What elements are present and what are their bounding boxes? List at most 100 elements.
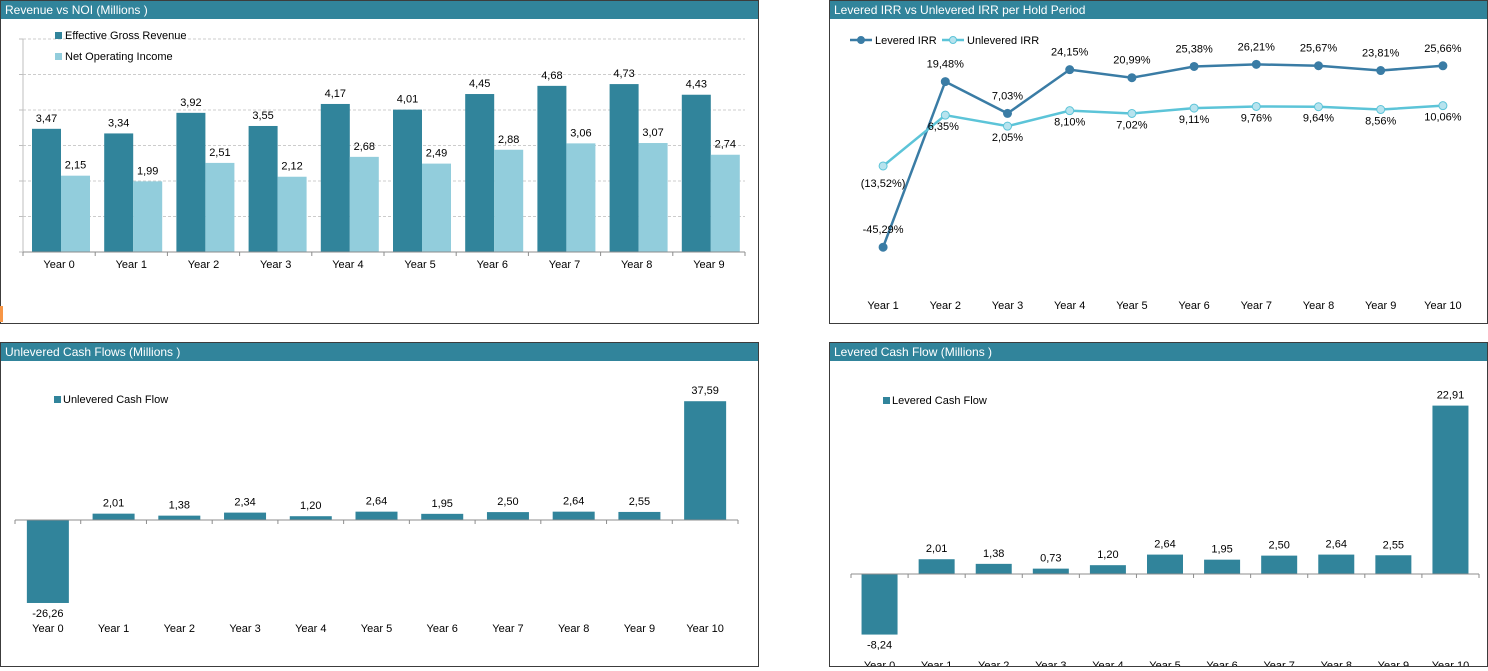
legend-label: Net Operating Income [65,51,173,63]
bar-levered-cash-flow-year-3 [1032,568,1069,574]
bar-net-operating-income-year-7 [566,143,596,252]
data-label: 9,64% [1303,113,1334,125]
data-label: 1,38 [983,548,1004,560]
data-label: 4,73 [613,68,634,80]
legend-swatch [54,396,61,403]
data-label: 2,74 [715,139,736,151]
bar-levered-cash-flow-year-5 [1147,554,1183,574]
data-label: 26,21% [1238,41,1276,53]
data-label: 0,73 [1040,553,1061,565]
data-label: 1,38 [169,500,190,512]
data-label: 3,06 [570,127,591,139]
data-label: 1,95 [432,498,453,510]
x-tick-label: Year 7 [492,623,523,635]
data-label: 2,05% [992,132,1023,144]
x-tick-label: Year 3 [992,300,1023,312]
irr-panel[interactable]: Levered IRR vs Unlevered IRR per Hold Pe… [829,0,1488,324]
data-label: -26,26 [32,608,63,620]
data-label: -45,29% [863,224,904,236]
line-levered-irr [881,63,1443,248]
levered-cash-flow-panel[interactable]: Levered Cash Flow (Millions ) -8,24 2,01 1… [829,342,1488,667]
bar-unlevered-cash-flow-year-3 [224,512,267,520]
legend-swatch [55,32,62,39]
bar-levered-cash-flow-year-8 [1318,554,1355,574]
bar-net-operating-income-year-4 [349,156,379,252]
data-label: 9,11% [1179,114,1210,126]
data-label: 2,51 [209,147,230,159]
data-label: 20,99% [1113,55,1151,67]
bar-effective-gross-revenue-year-1 [104,133,134,252]
data-label: 2,01 [103,498,124,510]
x-tick-label: Year 10 [1424,300,1462,312]
marker-unlevered-irr-year-7 [1251,101,1261,111]
levered-cash-flow-title: Levered Cash Flow (Millions ) [830,343,1487,361]
x-tick-label: Year 5 [361,623,392,635]
x-tick-label: Year 1 [116,259,147,271]
bar-effective-gross-revenue-year-2 [176,112,206,252]
x-tick-label: Year 7 [1263,660,1294,666]
data-label: 3,47 [36,113,57,125]
marker-levered-irr-year-6 [1189,61,1199,71]
x-tick-label: Year 1 [921,660,952,666]
data-label: 7,03% [992,90,1023,102]
bar-unlevered-cash-flow-year-1 [92,513,135,520]
data-label: 23,81% [1362,48,1400,60]
bar-levered-cash-flow-year-7 [1261,555,1298,574]
marker-unlevered-irr-year-10 [1438,101,1448,111]
bar-effective-gross-revenue-year-7 [537,85,567,252]
x-tick-label: Year 7 [1241,300,1272,312]
x-tick-label: Year 3 [229,623,260,635]
legend-swatch [55,53,62,60]
data-label: 2,49 [426,148,447,160]
x-tick-label: Year 6 [1206,660,1237,666]
x-tick-label: Year 2 [188,259,219,271]
data-label: 2,68 [354,141,375,153]
revenue-vs-noi-title: Revenue vs NOI (Millions ) [1,1,758,19]
bar-levered-cash-flow-year-9 [1375,555,1412,574]
revenue-vs-noi-chart: 3,47 3,34 3,92 3,55 4,17 4,01 4,45 4,68 4,73 4,43… [19,30,746,271]
data-label: 2,55 [1383,539,1404,551]
data-label: 8,10% [1054,117,1085,129]
marker-unlevered-irr-year-9 [1376,105,1386,115]
x-tick-label: Year 2 [978,660,1009,666]
x-tick-label: Year 6 [1178,300,1209,312]
legend-marker [857,36,865,44]
bar-net-operating-income-year-0 [61,175,90,252]
bar-unlevered-cash-flow-year-2 [158,515,201,520]
data-label: 2,88 [498,134,519,146]
bar-levered-cash-flow-year-0 [861,574,898,635]
x-tick-label: Year 0 [864,660,895,666]
data-label: 1,20 [1097,549,1118,561]
data-label: 4,45 [469,78,490,90]
bar-effective-gross-revenue-year-4 [320,103,350,252]
marker-levered-irr-year-8 [1314,61,1323,71]
bar-unlevered-cash-flow-year-4 [289,516,332,520]
data-label: 2,12 [281,161,302,173]
x-tick-label: Year 9 [624,623,655,635]
x-tick-label: Year 0 [43,259,74,271]
marker-levered-irr-year-4 [1065,65,1075,75]
data-label: 9,76% [1241,112,1272,124]
legend-label: Levered IRR [875,35,937,47]
bar-net-operating-income-year-1 [133,181,163,252]
bar-levered-cash-flow-year-10 [1432,405,1469,574]
unlevered-cash-flow-panel[interactable]: Unlevered Cash Flows (Millions ) -26,26 2… [0,342,759,667]
marker-unlevered-irr-year-3 [1003,121,1012,131]
x-tick-label: Year 9 [693,259,724,271]
data-label: 1,20 [300,500,321,512]
bar-unlevered-cash-flow-year-8 [552,511,595,520]
data-label: 4,01 [397,94,418,106]
unlevered-cash-flow-chart: -26,26 2,01 1,38 2,34 1,20 2,64 1,95 2,50 2,64 2,… [14,385,739,635]
bar-levered-cash-flow-year-2 [975,563,1012,574]
bar-effective-gross-revenue-year-9 [681,94,711,252]
x-tick-label: Year 6 [427,623,458,635]
data-label: 22,91 [1437,390,1465,402]
bar-unlevered-cash-flow-year-0 [26,520,69,603]
data-label: -8,24 [867,640,892,652]
revenue-vs-noi-panel[interactable]: Revenue vs NOI (Millions ) 3,47 3,34 3,92 3… [0,0,759,324]
legend-label: Unlevered IRR [967,35,1039,47]
legend-marker [949,36,957,44]
data-label: 6,35% [928,121,959,133]
data-label: 2,64 [563,496,584,508]
data-label: 1,95 [1211,544,1232,556]
